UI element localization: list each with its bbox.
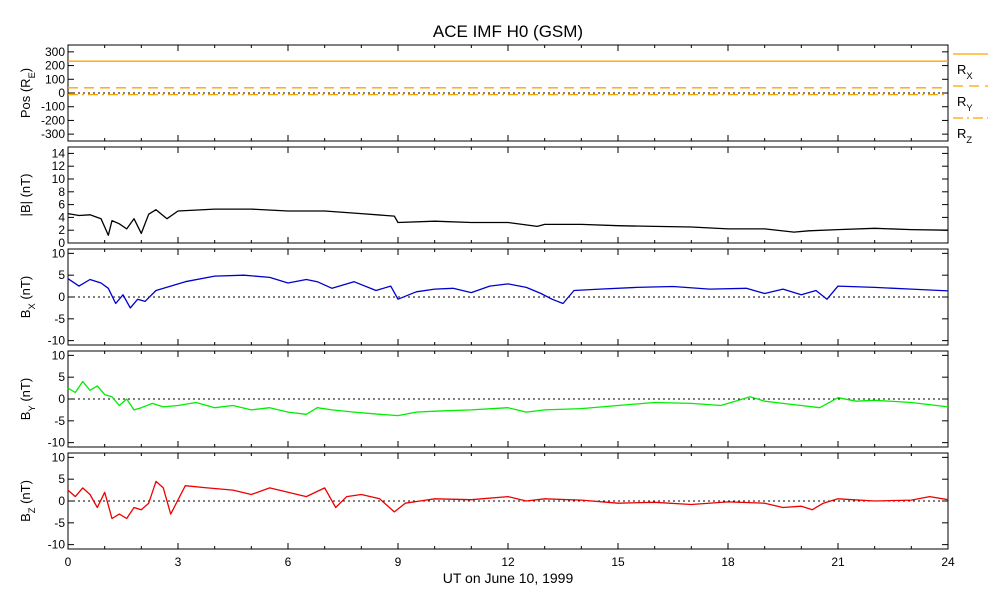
y-tick-label-pos: -200	[41, 113, 65, 127]
y-tick-label-bmag: 0	[58, 236, 65, 250]
x-tick-label: 24	[941, 555, 955, 569]
y-tick-label-pos: -100	[41, 100, 65, 114]
x-tick-label: 3	[175, 555, 182, 569]
y-tick-label-bx: 0	[58, 290, 65, 304]
x-tick-label: 18	[721, 555, 735, 569]
y-tick-label-bx: 5	[58, 268, 65, 282]
y-axis-label-bx: BX (nT)	[18, 276, 37, 318]
x-tick-label: 12	[501, 555, 515, 569]
legend-label-1: RY	[957, 94, 973, 113]
y-tick-label-by: -10	[48, 436, 66, 450]
y-axis-label-by: BY (nT)	[18, 378, 37, 420]
y-tick-label-bmag: 14	[52, 146, 66, 160]
x-tick-label: 9	[395, 555, 402, 569]
y-tick-label-bx: -5	[54, 312, 65, 326]
series-line-by-0	[67, 380, 949, 417]
y-tick-label-bmag: 8	[58, 185, 65, 199]
y-tick-label-bz: 10	[52, 450, 66, 464]
y-axis-label-bmag: |B| (nT)	[18, 174, 33, 217]
y-tick-label-bz: -5	[54, 516, 65, 530]
y-tick-label-bmag: 2	[58, 223, 65, 237]
y-tick-label-bx: 10	[52, 246, 66, 260]
x-tick-label: 6	[285, 555, 292, 569]
y-tick-label-pos: -300	[41, 127, 65, 141]
y-tick-label-pos: 100	[45, 72, 65, 86]
y-tick-label-bmag: 10	[52, 172, 66, 186]
series-line-bz-0	[67, 480, 949, 520]
y-tick-label-pos: 300	[45, 45, 65, 59]
y-tick-label-bz: 0	[58, 494, 65, 508]
y-tick-label-by: 5	[58, 370, 65, 384]
x-axis-label: UT on June 10, 1999	[443, 570, 574, 586]
y-tick-label-bmag: 4	[58, 210, 65, 224]
y-axis-label-bz: BZ (nT)	[18, 480, 37, 522]
legend-label-0: RX	[957, 62, 973, 81]
x-tick-label: 0	[65, 555, 72, 569]
y-tick-label-by: 10	[52, 348, 66, 362]
y-tick-label-pos: 200	[45, 59, 65, 73]
series-line-bmag-0	[67, 208, 949, 236]
y-tick-label-bmag: 6	[58, 198, 65, 212]
y-axis-label-pos: Pos (RE)	[18, 68, 37, 118]
series-line-bx-0	[67, 274, 949, 309]
y-tick-label-by: -5	[54, 414, 65, 428]
y-tick-label-bx: -10	[48, 334, 66, 348]
y-tick-label-pos: 0	[58, 86, 65, 100]
x-tick-label: 21	[831, 555, 845, 569]
y-tick-label-by: 0	[58, 392, 65, 406]
legend-label-2: RZ	[957, 126, 972, 145]
y-tick-label-bmag: 12	[52, 159, 66, 173]
panel-frame-bmag	[67, 146, 949, 244]
x-tick-label: 15	[611, 555, 625, 569]
chart-title: ACE IMF H0 (GSM)	[433, 22, 583, 41]
y-tick-label-bz: -10	[48, 538, 66, 552]
y-tick-label-bz: 5	[58, 472, 65, 486]
